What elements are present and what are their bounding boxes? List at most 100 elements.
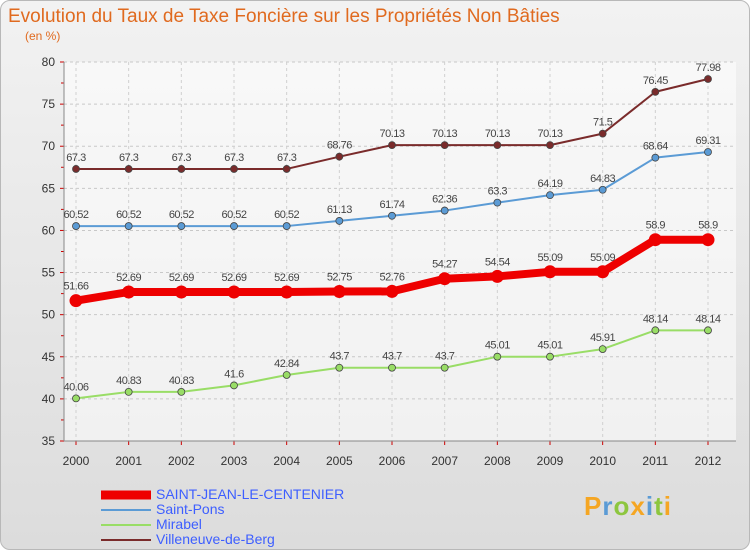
data-point xyxy=(280,285,294,299)
data-point xyxy=(701,233,715,247)
data-label: 42.84 xyxy=(274,358,299,370)
x-tick-label: 2008 xyxy=(484,454,511,468)
data-point xyxy=(546,352,554,361)
data-point xyxy=(648,233,662,247)
data-label: 55.09 xyxy=(537,252,562,264)
data-label: 67.3 xyxy=(66,152,86,164)
y-tick-label: 70 xyxy=(42,139,56,153)
data-point xyxy=(388,141,396,150)
legend-label: Saint-Pons xyxy=(156,501,225,517)
data-label: 52.76 xyxy=(379,271,404,283)
data-label: 70.13 xyxy=(379,128,404,140)
data-label: 55.09 xyxy=(590,252,615,264)
data-label: 67.3 xyxy=(224,152,244,164)
data-label: 67.3 xyxy=(172,152,192,164)
data-point xyxy=(124,165,133,173)
data-point xyxy=(335,217,344,225)
data-label: 52.69 xyxy=(116,272,141,284)
data-point xyxy=(493,141,502,150)
unit-label: (en %) xyxy=(25,29,61,43)
data-point xyxy=(72,165,80,173)
data-point xyxy=(546,191,554,200)
data-label: 43.7 xyxy=(435,351,455,363)
data-label: 77.98 xyxy=(695,62,720,74)
data-point xyxy=(282,165,291,173)
data-point xyxy=(651,326,660,335)
data-label: 52.69 xyxy=(169,272,194,284)
data-point xyxy=(177,165,186,173)
data-label: 62.36 xyxy=(432,194,457,206)
data-label: 68.64 xyxy=(643,141,668,153)
data-point xyxy=(440,141,449,150)
data-label: 58.9 xyxy=(698,220,718,232)
y-tick-label: 75 xyxy=(42,97,56,111)
data-point xyxy=(177,222,186,230)
data-label: 64.83 xyxy=(590,173,615,185)
data-point xyxy=(230,222,238,230)
data-label: 40.06 xyxy=(63,381,88,393)
data-label: 67.3 xyxy=(119,152,139,164)
data-label: 64.19 xyxy=(537,178,562,190)
data-label: 70.13 xyxy=(485,128,510,140)
data-label: 60.52 xyxy=(221,209,246,221)
data-point xyxy=(596,265,610,279)
data-point xyxy=(598,345,607,354)
data-label: 76.45 xyxy=(643,75,668,87)
legend-swatch xyxy=(101,490,151,500)
data-label: 70.13 xyxy=(537,128,562,140)
data-point xyxy=(493,198,502,207)
data-point xyxy=(651,87,660,96)
data-point xyxy=(177,387,186,396)
x-tick-label: 2002 xyxy=(168,454,195,468)
x-tick-label: 2009 xyxy=(537,454,564,468)
chart-title: Evolution du Taux de Taxe Foncière sur l… xyxy=(8,6,560,27)
data-label: 52.75 xyxy=(327,272,352,284)
data-label: 71.5 xyxy=(593,117,613,129)
data-point xyxy=(385,284,399,298)
y-tick-label: 65 xyxy=(42,181,56,195)
data-label: 68.76 xyxy=(327,140,352,152)
x-tick-label: 2006 xyxy=(379,454,406,468)
data-point xyxy=(388,211,396,220)
data-label: 48.14 xyxy=(643,313,668,325)
data-point xyxy=(174,285,188,299)
legend-swatch xyxy=(101,539,151,541)
data-label: 61.74 xyxy=(379,199,404,211)
data-point xyxy=(704,148,712,156)
x-tick-label: 2000 xyxy=(63,454,90,468)
data-label: 70.13 xyxy=(432,128,457,140)
data-point xyxy=(493,352,502,361)
data-point xyxy=(440,206,449,215)
y-tick-label: 80 xyxy=(42,55,56,69)
data-label: 60.52 xyxy=(274,209,299,221)
data-label: 58.9 xyxy=(646,220,666,232)
data-point xyxy=(598,129,607,138)
data-point xyxy=(72,394,80,403)
data-point xyxy=(438,272,452,286)
data-point xyxy=(651,153,660,162)
legend-label: Mirabel xyxy=(156,516,202,532)
data-point xyxy=(332,285,346,299)
data-point xyxy=(69,294,83,308)
y-tick-label: 50 xyxy=(42,308,56,322)
y-tick-label: 35 xyxy=(42,434,56,448)
x-tick-label: 2011 xyxy=(642,454,668,468)
data-label: 45.91 xyxy=(590,332,615,344)
x-tick-label: 2004 xyxy=(273,454,300,468)
plot-area xyxy=(64,62,736,441)
data-point xyxy=(704,326,712,335)
data-point xyxy=(704,75,712,83)
data-point xyxy=(72,222,80,230)
y-tick-label: 40 xyxy=(42,392,56,406)
x-tick-label: 2005 xyxy=(326,454,353,468)
data-label: 51.66 xyxy=(63,281,88,293)
data-point xyxy=(124,387,133,396)
data-label: 45.01 xyxy=(485,340,510,352)
data-label: 54.27 xyxy=(432,259,457,271)
x-tick-label: 2003 xyxy=(221,454,248,468)
x-tick-label: 2010 xyxy=(589,454,616,468)
data-label: 67.3 xyxy=(277,152,297,164)
x-tick-label: 2012 xyxy=(695,454,722,468)
y-tick-label: 55 xyxy=(42,266,56,280)
data-point xyxy=(335,152,344,161)
